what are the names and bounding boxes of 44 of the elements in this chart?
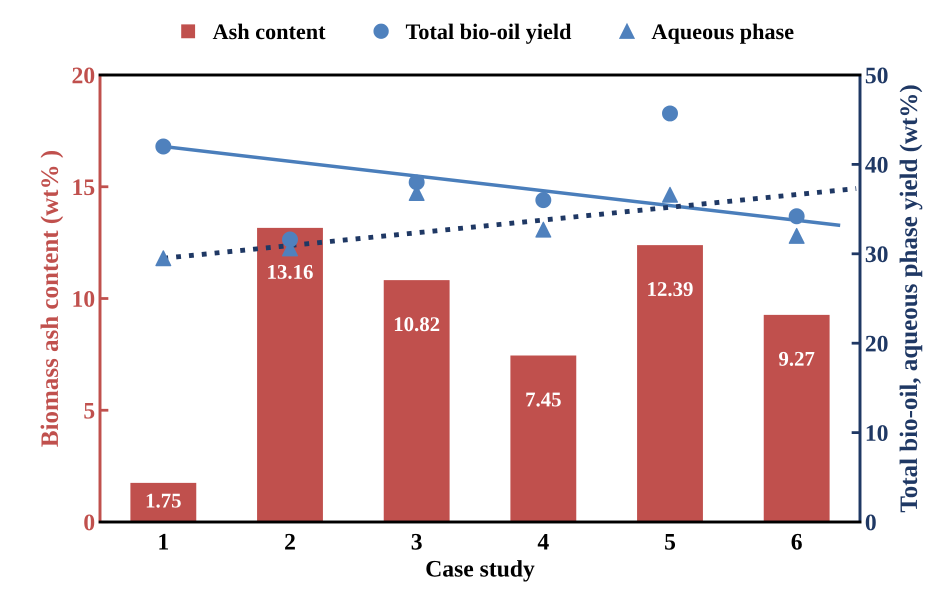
bar [130, 482, 196, 522]
y-tick-label: 5 [84, 402, 94, 419]
x-tick-label: 4 [538, 534, 549, 550]
y2-tick-label: 10 [866, 425, 888, 442]
point [788, 228, 805, 244]
y-tick-label: 10 [73, 290, 94, 307]
bar [510, 355, 576, 522]
point [408, 174, 425, 190]
y-axis-title: Biomass ash content (wt% ) [40, 150, 64, 447]
y-tick-label: 20 [72, 67, 94, 84]
point [662, 186, 678, 203]
x-tick-label: 1 [159, 534, 168, 550]
data-label: 1.75 [146, 494, 181, 508]
bar [384, 280, 450, 522]
data-label: 10.82 [394, 317, 440, 332]
data-label: 12.39 [648, 282, 693, 296]
y2-axis-title: Total bio-oil, aqueous phase yield (wt%) [900, 85, 922, 512]
x-axis-title: Case study [426, 560, 535, 582]
data-label: 13.16 [268, 264, 313, 279]
legend-label: Ash content [212, 24, 326, 40]
bar [257, 228, 323, 522]
x-tick-label: 2 [285, 534, 295, 550]
y2-tick-label: 0 [866, 514, 876, 530]
data-label: 7.45 [526, 392, 561, 407]
point [662, 105, 678, 122]
point [535, 192, 552, 208]
bar [637, 245, 703, 522]
y2-tick-label: 50 [866, 67, 888, 84]
y-tick-label: 0 [84, 514, 94, 530]
data-label: 9.27 [779, 352, 814, 366]
y2-tick-label: 30 [866, 246, 888, 262]
point [155, 138, 172, 154]
bar [764, 314, 830, 522]
y2-tick-label: 20 [866, 336, 888, 352]
x-tick-label: 5 [665, 534, 676, 550]
legend-label: Aqueous phase [652, 24, 794, 44]
x-tick-label: 6 [792, 534, 802, 550]
y-tick-label: 15 [73, 179, 94, 196]
y2-tick-label: 40 [865, 156, 888, 173]
point [788, 208, 805, 224]
x-tick-label: 3 [412, 534, 422, 550]
point [535, 222, 552, 238]
point [155, 250, 172, 266]
legend-label: Total bio-oil yield [406, 24, 572, 44]
